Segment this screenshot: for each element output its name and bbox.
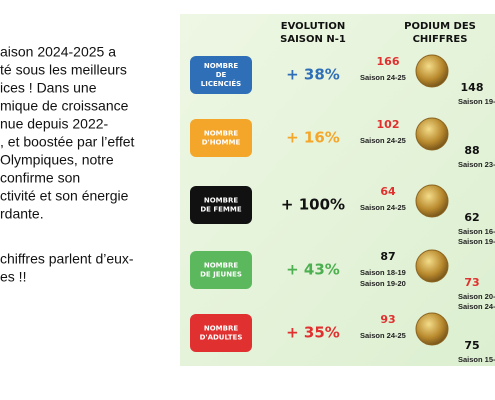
label-box: [190, 314, 252, 352]
podium-value: 102: [377, 118, 400, 131]
podium-season: Saison 15-1: [458, 355, 495, 364]
intro-line: ices ! Dans une: [0, 80, 97, 96]
podium-value: 93: [380, 313, 395, 326]
label-text: D'ADULTES: [200, 334, 243, 342]
label-box: [190, 119, 252, 157]
podium-season: Saison 19-2: [458, 237, 495, 246]
label-box: [190, 251, 252, 289]
label-text: NOMBRE: [204, 325, 239, 333]
header-evolution: SAISON N-1: [280, 34, 346, 45]
podium-value: 73: [464, 276, 479, 289]
podium-season: Saison 16-1: [458, 227, 495, 236]
podium-value: 148: [461, 81, 484, 94]
intro-line: aison 2024-2025 a: [0, 44, 116, 60]
medal: [415, 249, 449, 283]
header-podium: PODIUM DES: [404, 21, 476, 32]
label-text: NOMBRE: [204, 197, 239, 205]
podium-value: 88: [464, 144, 479, 157]
podium-season: Saison 19-2: [458, 97, 495, 106]
podium-value: 87: [380, 250, 395, 263]
podium-season: Saison 24-25: [360, 73, 406, 82]
intro-line: es !!: [0, 269, 26, 285]
intro-line: rdante.: [0, 206, 44, 222]
podium-season: Saison 18-19: [360, 268, 406, 277]
evolution: + 35%: [286, 324, 340, 342]
label-text: D'HOMME: [202, 139, 241, 147]
label-box: [190, 186, 252, 224]
intro-line: confirme son: [0, 170, 80, 186]
intro-line: mique de croissance: [0, 98, 129, 114]
intro-line: chiffres parlent d’eux-: [0, 251, 134, 267]
podium-season: Saison 24-2: [458, 302, 495, 311]
podium-value: 62: [464, 211, 479, 224]
podium-season: Saison 24-25: [360, 136, 406, 145]
header-podium: CHIFFRES: [413, 34, 468, 45]
intro-line: té sous les meilleurs: [0, 62, 127, 78]
intro-line: , et boostée par l’effet: [0, 134, 134, 150]
podium-season: Saison 20-2: [458, 292, 495, 301]
podium-value: 75: [464, 339, 479, 352]
label-text: DE FEMME: [200, 206, 242, 214]
podium-season: Saison 19-20: [360, 279, 406, 288]
evolution: + 43%: [286, 261, 340, 279]
podium-season: Saison 24-25: [360, 203, 406, 212]
label-box: [190, 56, 252, 94]
header-evolution: EVOLUTION: [281, 21, 345, 32]
medal: [415, 312, 449, 346]
medal: [415, 184, 449, 218]
label-text: LICENCIÉS: [201, 79, 241, 88]
label-text: DE: [216, 71, 227, 79]
evolution: + 100%: [281, 196, 345, 214]
podium-value: 64: [380, 185, 396, 198]
label-text: NOMBRE: [204, 62, 239, 70]
label-text: DE JEUNES: [200, 271, 242, 279]
label-text: NOMBRE: [204, 262, 239, 270]
medal: [415, 54, 449, 88]
intro-line: ctivité et son énergie: [0, 188, 129, 204]
intro-line: Olympiques, notre: [0, 152, 114, 168]
evolution: + 16%: [286, 129, 340, 147]
podium-value: 166: [377, 55, 400, 68]
podium-season: Saison 23-2: [458, 160, 495, 169]
label-text: NOMBRE: [204, 130, 239, 138]
medal: [415, 117, 449, 151]
podium-season: Saison 24-25: [360, 331, 406, 340]
evolution: + 38%: [286, 66, 340, 84]
intro-line: nue depuis 2022-: [0, 116, 109, 132]
